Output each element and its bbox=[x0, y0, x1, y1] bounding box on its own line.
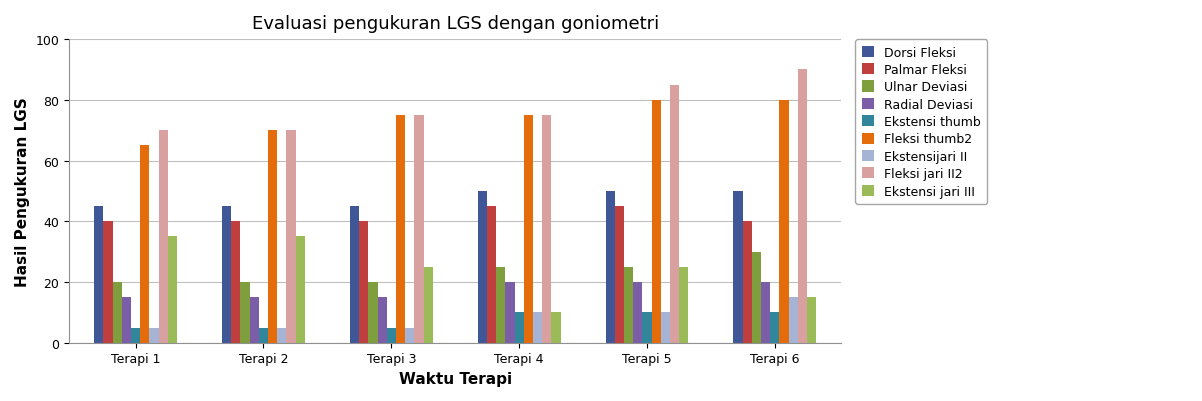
Bar bbox=[614, 207, 624, 343]
Bar bbox=[222, 207, 231, 343]
Bar bbox=[141, 146, 149, 343]
Bar bbox=[670, 85, 679, 343]
Bar bbox=[149, 328, 159, 343]
Bar bbox=[752, 252, 761, 343]
Bar bbox=[798, 70, 807, 343]
Bar bbox=[387, 328, 395, 343]
Y-axis label: Hasil Pengukuran LGS: Hasil Pengukuran LGS bbox=[14, 97, 30, 286]
Bar bbox=[103, 222, 113, 343]
Bar bbox=[377, 298, 387, 343]
Bar bbox=[268, 131, 278, 343]
Bar bbox=[250, 298, 258, 343]
Bar bbox=[395, 116, 405, 343]
Bar bbox=[368, 282, 377, 343]
Bar bbox=[231, 222, 240, 343]
Bar bbox=[661, 313, 670, 343]
Bar bbox=[633, 282, 642, 343]
Bar bbox=[286, 131, 296, 343]
Bar bbox=[779, 101, 789, 343]
Bar bbox=[733, 191, 743, 343]
Bar bbox=[423, 267, 433, 343]
Bar bbox=[496, 267, 505, 343]
Bar bbox=[359, 222, 368, 343]
Bar bbox=[514, 313, 524, 343]
Bar bbox=[505, 282, 514, 343]
Title: Evaluasi pengukuran LGS dengan goniometri: Evaluasi pengukuran LGS dengan goniometr… bbox=[251, 15, 659, 33]
Legend: Dorsi Fleksi, Palmar Fleksi, Ulnar Deviasi, Radial Deviasi, Ekstensi thumb, Flek: Dorsi Fleksi, Palmar Fleksi, Ulnar Devia… bbox=[856, 40, 987, 204]
Bar bbox=[743, 222, 752, 343]
Bar bbox=[552, 313, 560, 343]
Bar bbox=[94, 207, 103, 343]
Bar bbox=[524, 116, 532, 343]
Bar bbox=[240, 282, 250, 343]
Bar bbox=[542, 116, 552, 343]
Bar bbox=[789, 298, 798, 343]
Bar bbox=[651, 101, 661, 343]
Bar bbox=[296, 237, 305, 343]
Bar bbox=[350, 207, 359, 343]
Bar bbox=[121, 298, 131, 343]
Bar bbox=[278, 328, 286, 343]
Bar bbox=[159, 131, 168, 343]
Bar bbox=[624, 267, 633, 343]
Bar bbox=[679, 267, 689, 343]
Bar bbox=[477, 191, 487, 343]
Bar bbox=[770, 313, 779, 343]
Bar bbox=[606, 191, 614, 343]
Bar bbox=[131, 328, 141, 343]
Bar bbox=[405, 328, 415, 343]
Bar bbox=[415, 116, 423, 343]
X-axis label: Waktu Terapi: Waktu Terapi bbox=[399, 371, 512, 386]
Bar bbox=[487, 207, 496, 343]
Bar bbox=[642, 313, 651, 343]
Bar bbox=[807, 298, 816, 343]
Bar bbox=[761, 282, 770, 343]
Bar bbox=[532, 313, 542, 343]
Bar bbox=[113, 282, 121, 343]
Bar bbox=[168, 237, 177, 343]
Bar bbox=[258, 328, 268, 343]
